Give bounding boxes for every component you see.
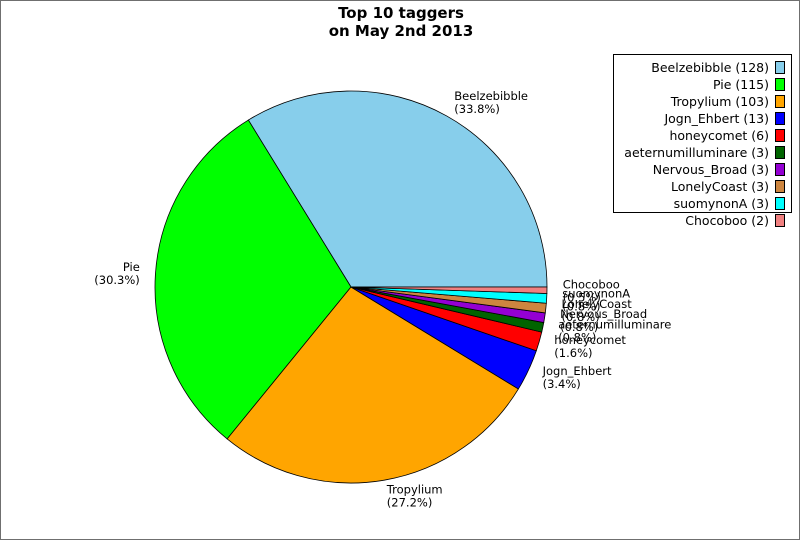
legend-swatch	[775, 214, 785, 227]
pie-label-chocoboo: Chocoboo(0.5%)	[563, 278, 620, 305]
legend-item-chocoboo: Chocoboo (2)	[614, 212, 791, 229]
legend-swatch	[775, 61, 785, 74]
legend-swatch	[775, 112, 785, 125]
pie-slices	[154, 90, 548, 484]
pie-label-percent: (30.3%)	[94, 273, 140, 287]
pie-label-percent: (0.8%)	[558, 331, 596, 345]
pie-label-pie: Pie(30.3%)	[94, 260, 140, 287]
pie-label-percent: (0.8%)	[560, 320, 598, 334]
pie-label-name: Jogn_Ehbert	[542, 364, 612, 378]
legend-label: suomynonA (3)	[673, 196, 769, 211]
pie-label-name: Beelzebibble	[454, 89, 528, 103]
pie-label-percent: (0.8%)	[562, 299, 600, 313]
legend-swatch	[775, 180, 785, 193]
legend-item-pie: Pie (115)	[614, 76, 791, 93]
legend-label: Nervous_Broad (3)	[652, 162, 769, 177]
pie-label-name: Pie	[123, 260, 140, 274]
pie-label-name: suomynonA	[562, 286, 630, 300]
legend-swatch	[775, 95, 785, 108]
legend-item-nervous-broad: Nervous_Broad (3)	[614, 161, 791, 178]
pie-label-jogn-ehbert: Jogn_Ehbert(3.4%)	[542, 364, 612, 391]
legend-label: honeycomet (6)	[669, 128, 769, 143]
pie-label-percent: (1.6%)	[554, 346, 592, 360]
pie-slice-beelzebibble	[247, 90, 548, 288]
pie-label-tropylium: Tropylium(27.2%)	[386, 483, 443, 510]
pie-label-aeternumilluminare: aeternumilluminare(0.8%)	[558, 318, 671, 345]
pie-label-lonelycoast: LonelyCoast(0.8%)	[562, 297, 633, 324]
pie-label-name: Chocoboo	[563, 278, 620, 292]
legend-label: Pie (115)	[712, 77, 769, 92]
legend-label: aeternumilluminare (3)	[624, 145, 769, 160]
legend-label: LonelyCoast (3)	[670, 179, 769, 194]
pie-label-percent: (0.8%)	[562, 310, 600, 324]
legend-item-tropylium: Tropylium (103)	[614, 93, 791, 110]
pie-slice-pie	[154, 119, 352, 440]
legend-item-suomynona: suomynonA (3)	[614, 195, 791, 212]
chart-title: Top 10 taggers	[338, 4, 464, 22]
pie-label-name: Nervous_Broad	[560, 307, 647, 321]
pie-label-nervous-broad: Nervous_Broad(0.8%)	[560, 307, 647, 334]
pie-label-name: Tropylium	[386, 483, 443, 497]
legend-label: Beelzebibble (128)	[651, 60, 769, 75]
pie-label-percent: (33.8%)	[454, 102, 500, 116]
legend-item-honeycomet: honeycomet (6)	[614, 127, 791, 144]
legend-label: Tropylium (103)	[670, 94, 769, 109]
legend-swatch	[775, 197, 785, 210]
legend-item-jogn-ehbert: Jogn_Ehbert (13)	[614, 110, 791, 127]
legend-swatch	[775, 146, 785, 159]
chart-subtitle: on May 2nd 2013	[328, 22, 474, 40]
pie-slice-chocoboo	[350, 286, 548, 294]
pie-label-percent: (27.2%)	[387, 496, 433, 510]
pie-label-percent: (3.4%)	[543, 377, 581, 391]
pie-label-percent: (0.5%)	[563, 291, 601, 305]
pie-slice-tropylium	[226, 286, 519, 484]
legend-swatch	[775, 163, 785, 176]
pie-label-suomynona: suomynonA(0.8%)	[562, 286, 630, 313]
legend-item-aeternumilluminare: aeternumilluminare (3)	[614, 144, 791, 161]
pie-label-beelzebibble: Beelzebibble(33.8%)	[454, 89, 528, 116]
chart-legend: Beelzebibble (128) Pie (115) Tropylium (10…	[613, 54, 792, 228]
legend-label: Chocoboo (2)	[685, 213, 769, 228]
pie-label-name: LonelyCoast	[562, 297, 633, 311]
legend-item-lonelycoast: LonelyCoast (3)	[614, 178, 791, 195]
legend-label: Jogn_Ehbert (13)	[664, 111, 769, 126]
pie-label-name: honeycomet	[554, 333, 626, 347]
pie-label-name: aeternumilluminare	[558, 318, 671, 332]
legend-item-beelzebibble: Beelzebibble (128)	[614, 59, 791, 76]
legend-swatch	[775, 129, 785, 142]
chart-title-block: Top 10 taggers on May 2nd 2013	[1, 4, 800, 40]
pie-labels: Beelzebibble(33.8%) Pie(30.3%) Tropylium(2…	[94, 89, 671, 509]
pie-label-honeycomet: honeycomet(1.6%)	[554, 333, 626, 360]
legend-swatch	[775, 78, 785, 91]
